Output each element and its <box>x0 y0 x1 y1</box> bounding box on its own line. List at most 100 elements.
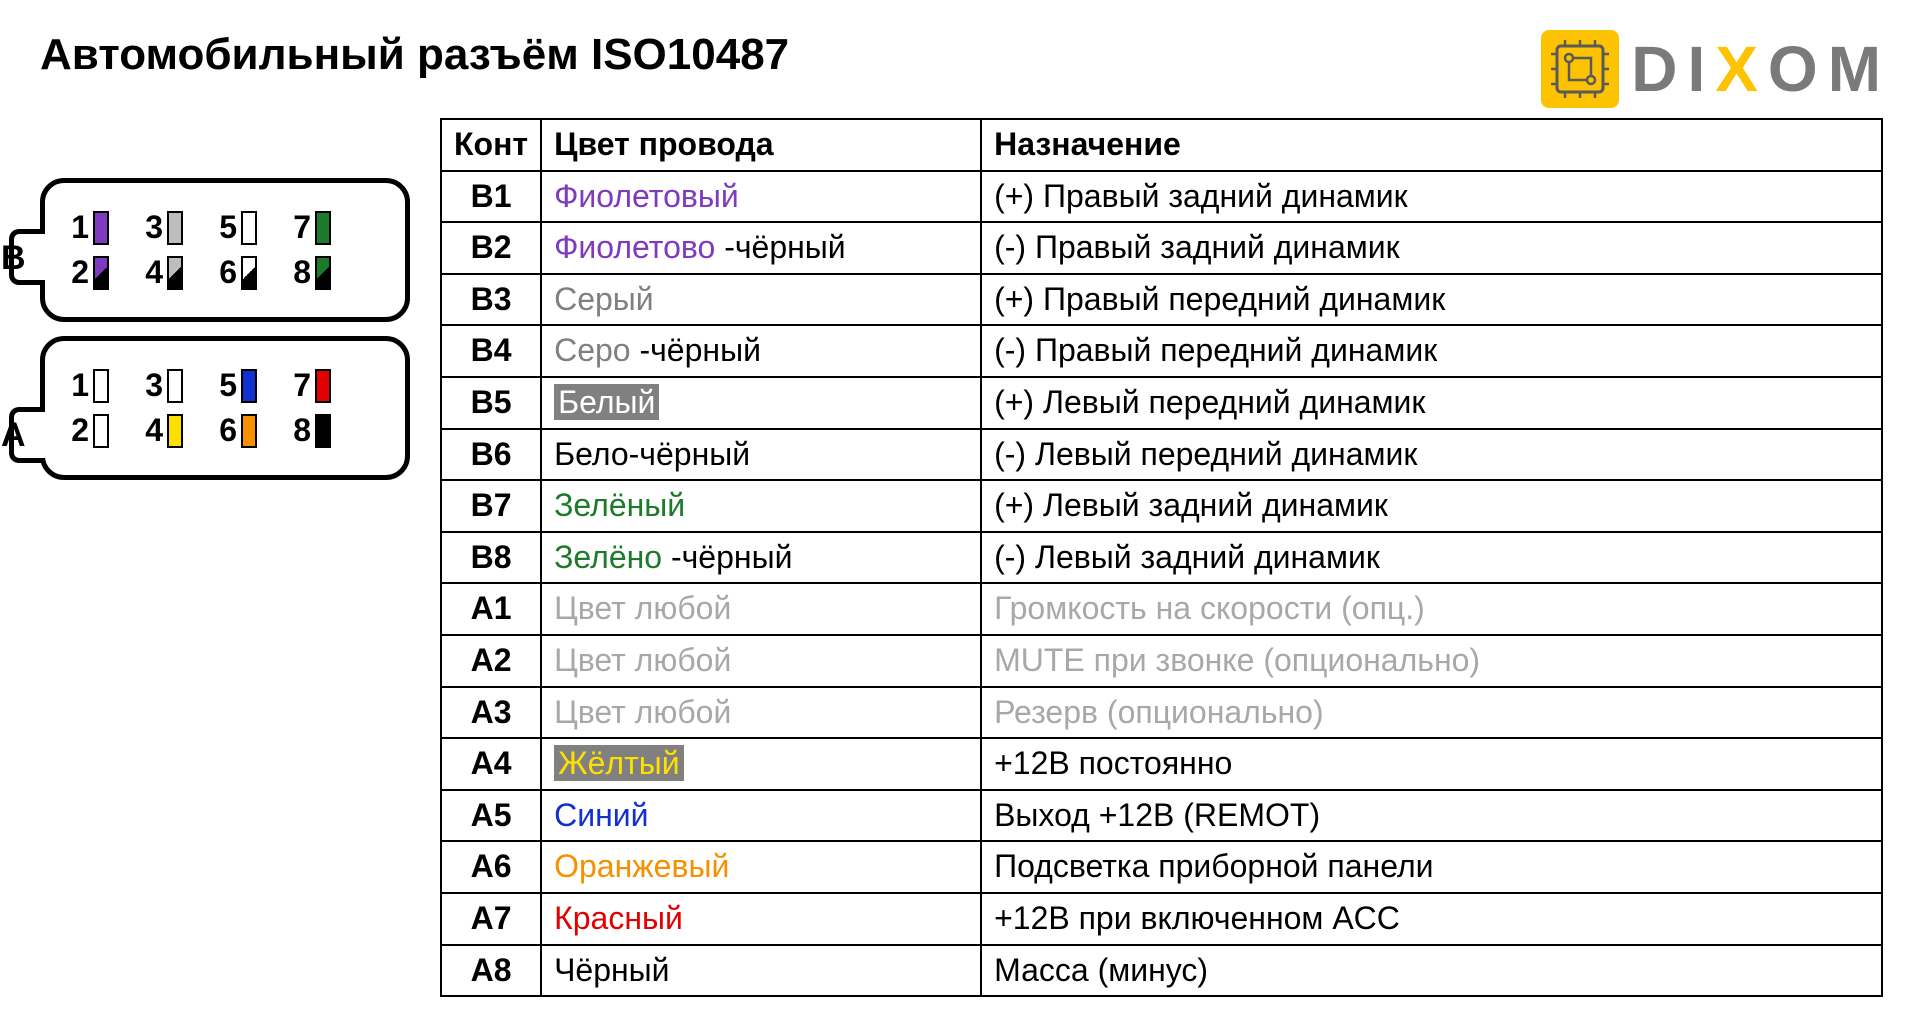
pin: 5 <box>215 367 257 404</box>
pin-color-box <box>241 369 257 403</box>
wire-color-text: Цвет любой <box>554 590 731 626</box>
wire-color-text: -чёрный <box>629 436 750 472</box>
purpose-cell: Резерв (опционально) <box>981 687 1882 739</box>
pin: 7 <box>289 367 331 404</box>
pin: 8 <box>289 254 331 291</box>
pin-color-box <box>167 211 183 245</box>
pin-color-box <box>93 414 109 448</box>
pin-id-cell: A1 <box>441 583 541 635</box>
pin: 4 <box>141 254 183 291</box>
pin-number: 4 <box>141 254 163 291</box>
table-row: B4Серо -чёрный(-) Правый передний динами… <box>441 325 1882 377</box>
logo-letter: X <box>1715 32 1760 106</box>
pin-id-cell: A3 <box>441 687 541 739</box>
wire-color-text: Бело <box>554 436 629 472</box>
pin-color-box <box>93 211 109 245</box>
wire-color-cell: Чёрный <box>541 945 981 997</box>
pin-color-box <box>241 211 257 245</box>
pin-id-cell: A8 <box>441 945 541 997</box>
pin-number: 3 <box>141 209 163 246</box>
table-row: A6ОранжевыйПодсветка приборной панели <box>441 841 1882 893</box>
pin-number: 1 <box>67 367 89 404</box>
table-row: A4Жёлтый+12В постоянно <box>441 738 1882 790</box>
wire-color-text: Цвет любой <box>554 694 731 730</box>
pin-color-box <box>315 414 331 448</box>
table-row: A8 Чёрный Масса (минус) <box>441 945 1882 997</box>
wire-color-text: -чёрный <box>715 229 845 265</box>
purpose-cell: +12В при включенном ACC <box>981 893 1882 945</box>
pin-color-box <box>167 256 183 290</box>
pin-number: 7 <box>289 367 311 404</box>
wire-color-text: Серо <box>554 332 631 368</box>
circuit-icon <box>1541 30 1619 108</box>
wire-color-cell: Фиолетово -чёрный <box>541 222 981 274</box>
wire-color-cell: Цвет любой <box>541 583 981 635</box>
pin-color-box <box>241 414 257 448</box>
table-header-color: Цвет провода <box>541 119 981 171</box>
purpose-cell: Масса (минус) <box>981 945 1882 997</box>
pin-row: 1 3 57 <box>67 367 379 404</box>
table-row: B5Белый(+) Левый передний динамик <box>441 377 1882 429</box>
pin: 1 <box>67 367 109 404</box>
wire-color-cell: Зелёный <box>541 480 981 532</box>
pin-color-box <box>241 256 257 290</box>
pin-number: 6 <box>215 254 237 291</box>
pin-number: 3 <box>141 367 163 404</box>
pin-number: 2 <box>67 412 89 449</box>
wire-color-cell: Красный <box>541 893 981 945</box>
purpose-cell: (+) Левый передний динамик <box>981 377 1882 429</box>
connector-diagram: B13572468A13572468 <box>40 178 410 494</box>
pin-color-box <box>315 369 331 403</box>
table-header-pin: Конт <box>441 119 541 171</box>
pin-id-cell: A2 <box>441 635 541 687</box>
connector-block-b: B13572468 <box>40 178 410 322</box>
wire-color-text: Серый <box>554 281 654 317</box>
pin-row: 1357 <box>67 209 379 246</box>
pin: 2 <box>67 254 109 291</box>
purpose-cell: (+) Правый задний динамик <box>981 171 1882 223</box>
purpose-cell: (+) Правый передний динамик <box>981 274 1882 326</box>
wire-color-cell: Цвет любой <box>541 635 981 687</box>
wire-color-cell: Бело-чёрный <box>541 429 981 481</box>
purpose-cell: Подсветка приборной панели <box>981 841 1882 893</box>
wire-color-text: Чёрный <box>554 952 669 988</box>
wire-color-text: Зелёный <box>554 487 685 523</box>
pin-color-box <box>93 369 109 403</box>
table-row: A5СинийВыход +12В (REMOT) <box>441 790 1882 842</box>
pin-id-cell: A4 <box>441 738 541 790</box>
wire-color-text: Белый <box>554 384 659 420</box>
purpose-cell: (+) Левый задний динамик <box>981 480 1882 532</box>
purpose-cell: (-) Правый передний динамик <box>981 325 1882 377</box>
purpose-cell: (-) Левый задний динамик <box>981 532 1882 584</box>
pin-number: 6 <box>215 412 237 449</box>
pin-color-box <box>167 369 183 403</box>
wire-color-cell: Цвет любой <box>541 687 981 739</box>
pin: 3 <box>141 209 183 246</box>
table-row: A1Цвет любойГромкость на скорости (опц.) <box>441 583 1882 635</box>
connector-block-label: B <box>1 239 26 278</box>
pin-row: 2 4 6 8 <box>67 254 379 291</box>
table-row: B6Бело-чёрный(-) Левый передний динамик <box>441 429 1882 481</box>
wire-color-text: Синий <box>554 797 648 833</box>
pinout-table: КонтЦвет проводаНазначениеB1Фиолетовый(+… <box>440 118 1883 997</box>
table-row: B8Зелёно -чёрный(-) Левый задний динамик <box>441 532 1882 584</box>
wire-color-text: -чёрный <box>662 539 792 575</box>
wire-color-cell: Жёлтый <box>541 738 981 790</box>
pin-id-cell: B3 <box>441 274 541 326</box>
pin: 4 <box>141 412 183 449</box>
pin-id-cell: B7 <box>441 480 541 532</box>
purpose-cell: (-) Левый передний динамик <box>981 429 1882 481</box>
table-row: B3 Серый (+) Правый передний динамик <box>441 274 1882 326</box>
pin-number: 2 <box>67 254 89 291</box>
pin: 3 <box>141 367 183 404</box>
table-row: B2Фиолетово -чёрный(-) Правый задний дин… <box>441 222 1882 274</box>
wire-color-cell: Зелёно -чёрный <box>541 532 981 584</box>
table-row: A3 Цвет любой Резерв (опционально) <box>441 687 1882 739</box>
wire-color-cell: Серо -чёрный <box>541 325 981 377</box>
header: Автомобильный разъём ISO10487 <box>40 30 1883 108</box>
logo: D I X O M <box>1541 30 1883 108</box>
pin: 2 <box>67 412 109 449</box>
pin-number: 4 <box>141 412 163 449</box>
pin-number: 5 <box>215 209 237 246</box>
pin: 8 <box>289 412 331 449</box>
